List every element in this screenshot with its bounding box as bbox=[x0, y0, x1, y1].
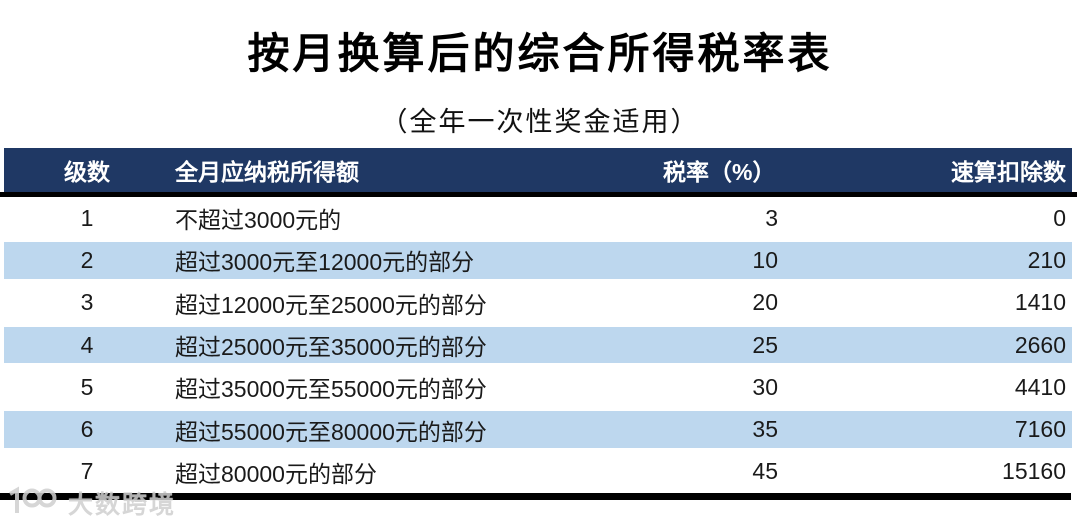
cell-income: 超过80000元的部分 bbox=[175, 460, 377, 487]
cell-rate: 25 bbox=[752, 331, 778, 358]
cell-income: 超过35000元至55000元的部分 bbox=[175, 376, 487, 403]
header-quick-deduction: 速算扣除数 bbox=[951, 159, 1066, 185]
header-taxable-income: 全月应纳税所得额 bbox=[175, 159, 359, 185]
table-header-row: 级数 全月应纳税所得额 税率（%） 速算扣除数 bbox=[4, 148, 1072, 192]
cell-level: 7 bbox=[80, 458, 94, 485]
table-row: 4 超过25000元至35000元的部分 25 2660 bbox=[4, 323, 1072, 367]
table-row: 7 超过80000元的部分 45 15160 bbox=[4, 450, 1072, 494]
tax-rate-table: 级数 全月应纳税所得额 税率（%） 速算扣除数 bbox=[4, 148, 1072, 192]
cell-level: 6 bbox=[80, 416, 94, 443]
cell-deduction: 4410 bbox=[1014, 373, 1066, 400]
cell-deduction: 15160 bbox=[1002, 458, 1066, 485]
watermark-text: 大数跨境 bbox=[68, 491, 177, 519]
cell-deduction: 0 bbox=[1053, 204, 1066, 231]
cell-level: 3 bbox=[80, 289, 94, 316]
cell-rate: 20 bbox=[752, 289, 778, 316]
table-row: 3 超过12000元至25000元的部分 20 1410 bbox=[4, 281, 1072, 324]
table-row: 2 超过3000元至12000元的部分 10 210 bbox=[4, 239, 1072, 282]
cell-rate: 35 bbox=[752, 416, 778, 443]
table-row: 5 超过35000元至55000元的部分 30 4410 bbox=[4, 366, 1072, 409]
cell-rate: 30 bbox=[752, 373, 778, 400]
table-bottom-border bbox=[0, 493, 1071, 500]
cell-level: 5 bbox=[80, 373, 94, 400]
cell-income: 超过12000元至25000元的部分 bbox=[175, 291, 487, 318]
cell-income: 超过3000元至12000元的部分 bbox=[175, 249, 475, 276]
cell-income: 超过55000元至80000元的部分 bbox=[175, 418, 487, 445]
cell-rate: 10 bbox=[752, 246, 778, 273]
cell-deduction: 210 bbox=[1027, 246, 1066, 273]
table-row: 1 不超过3000元的 3 0 bbox=[4, 197, 1072, 240]
cell-level: 1 bbox=[80, 204, 94, 231]
page-subtitle: （全年一次性奖金适用） bbox=[380, 107, 700, 137]
header-tax-rate: 税率（%） bbox=[663, 159, 776, 185]
page-title: 按月换算后的综合所得税率表 bbox=[247, 30, 833, 77]
dashukuajing-logo-icon bbox=[4, 486, 60, 521]
cell-deduction: 7160 bbox=[1014, 416, 1066, 443]
header-underline bbox=[0, 192, 1077, 197]
cell-income: 不超过3000元的 bbox=[175, 207, 342, 234]
cell-deduction: 2660 bbox=[1014, 331, 1066, 358]
cell-rate: 3 bbox=[765, 204, 778, 231]
watermark: 大数跨境 bbox=[4, 485, 176, 521]
table-body: 1 不超过3000元的 3 0 2 超过3000元至12000元的部分 10 2… bbox=[4, 197, 1072, 494]
table-row: 6 超过55000元至80000元的部分 35 7160 bbox=[4, 408, 1072, 451]
cell-deduction: 1410 bbox=[1014, 289, 1066, 316]
cell-level: 2 bbox=[80, 246, 94, 273]
cell-level: 4 bbox=[80, 331, 94, 358]
cell-rate: 45 bbox=[752, 458, 778, 485]
cell-income: 超过25000元至35000元的部分 bbox=[175, 334, 487, 361]
header-level: 级数 bbox=[64, 159, 110, 185]
